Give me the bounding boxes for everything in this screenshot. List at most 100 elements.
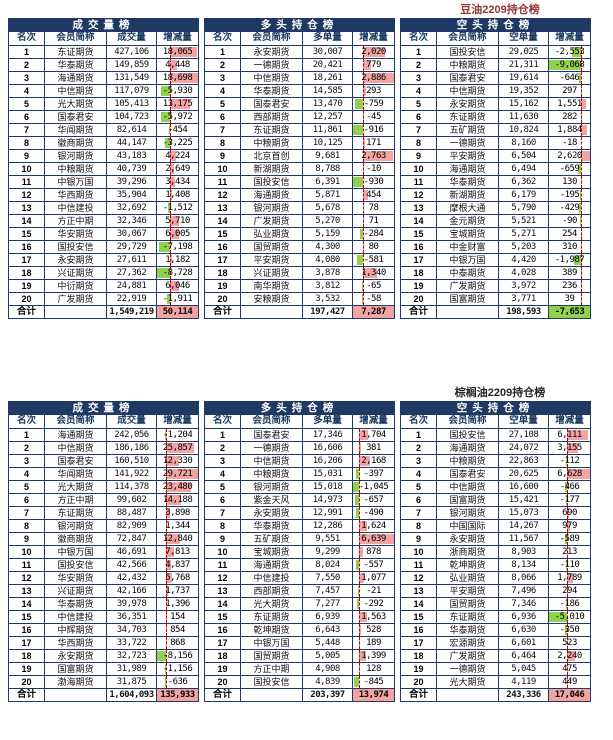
table-row: 12 中信建投 7,550 1,077 xyxy=(204,571,395,585)
member-name-cell: 国富期货 xyxy=(436,292,499,306)
change-value: 2,886 xyxy=(361,73,386,83)
change-cell: 154 xyxy=(156,610,199,624)
change-cell: 523 xyxy=(548,636,591,650)
change-value: 449 xyxy=(562,677,577,687)
table-group-soybean-oil: 豆油2209持仓榜 成交量榜 名次 会员简称 成交量 增减量 1 东证期货 427,106 18… xyxy=(8,4,598,319)
change-cell: 6,628 xyxy=(548,467,591,481)
member-name-cell: 中信期货 xyxy=(44,84,107,98)
databar xyxy=(362,268,378,278)
change-cell: 381 xyxy=(352,441,395,455)
databar xyxy=(167,294,171,304)
change-value: 878 xyxy=(366,547,381,557)
databar xyxy=(161,86,171,96)
databar xyxy=(358,443,361,453)
column-header: 名次 xyxy=(400,31,437,46)
table-row: 1 国泰君安 17,346 1,704 xyxy=(204,428,395,442)
databar-axis-line xyxy=(362,59,364,71)
member-name-cell: 广发期货 xyxy=(44,292,107,306)
change-value: 4,448 xyxy=(165,60,190,70)
table-row: 3 中粮期货 22,863 -112 xyxy=(400,454,591,468)
change-value: -186 xyxy=(559,599,580,609)
value-cell: 4,119 xyxy=(498,675,549,689)
databar-axis-line xyxy=(362,241,364,253)
databar-axis-line xyxy=(566,585,568,597)
member-name-cell: 中泰期货 xyxy=(436,266,499,280)
table-row: 18 广发期货 6,464 2,240 xyxy=(400,649,591,663)
member-name-cell: 东证期货 xyxy=(436,110,499,124)
change-cell: 979 xyxy=(548,519,591,533)
total-value-cell: 1,549,219 xyxy=(106,305,157,319)
member-name-cell: 南华期货 xyxy=(240,279,303,293)
change-value: -1,045 xyxy=(358,482,389,492)
table-row: 8 徽商期货 44,147 -3,225 xyxy=(8,136,199,150)
databar xyxy=(566,651,575,661)
change-value: -8,728 xyxy=(162,268,193,278)
change-cell: -557 xyxy=(352,558,395,572)
member-name-cell: 国泰君安 xyxy=(44,110,107,124)
change-value: 71 xyxy=(368,216,379,226)
value-cell: 6,179 xyxy=(498,188,549,202)
column-header: 会员简称 xyxy=(240,31,303,46)
databar-axis-line xyxy=(170,111,172,123)
change-value: -657 xyxy=(363,495,384,505)
member-name-cell: 永安期货 xyxy=(44,649,107,663)
value-cell: 5,045 xyxy=(498,662,549,676)
table-row: 9 北京首创 9,681 2,763 xyxy=(204,149,395,163)
rank-cell: 2 xyxy=(400,58,437,72)
member-name-cell: 华闻期货 xyxy=(44,467,107,481)
change-cell: 23,480 xyxy=(156,480,199,494)
databar-axis-line xyxy=(165,572,167,584)
databar-axis-line xyxy=(362,111,364,123)
member-name-cell: 光大期货 xyxy=(240,597,303,611)
change-value: 171 xyxy=(366,138,381,148)
change-value: -930 xyxy=(363,177,384,187)
change-value: -3,225 xyxy=(162,138,193,148)
member-name-cell: 海通期货 xyxy=(240,188,303,202)
table-row: 3 国泰君安 160,510 12,330 xyxy=(8,454,199,468)
table-row: 1 国投安信 27,108 6,111 xyxy=(400,428,591,442)
change-cell: -5,010 xyxy=(548,610,591,624)
member-name-cell: 宝城期货 xyxy=(240,545,303,559)
rank-cell: 12 xyxy=(204,188,241,202)
value-cell: 99,602 xyxy=(106,493,157,507)
rank-cell: 9 xyxy=(204,149,241,163)
change-value: -195 xyxy=(559,190,580,200)
databar-axis-line xyxy=(362,215,364,227)
value-cell: 16,606 xyxy=(302,441,353,455)
change-cell: 1,344 xyxy=(156,519,199,533)
databar-axis-line xyxy=(580,228,582,240)
value-cell: 141,922 xyxy=(106,467,157,481)
databar xyxy=(580,99,587,109)
change-value: 979 xyxy=(562,521,577,531)
change-cell: 1,396 xyxy=(156,597,199,611)
databar xyxy=(165,677,166,687)
change-value: 293 xyxy=(366,86,381,96)
value-cell: 22,863 xyxy=(498,454,549,468)
value-cell: 6,601 xyxy=(498,636,549,650)
change-cell: -1,911 xyxy=(156,292,199,306)
rank-cell: 15 xyxy=(8,610,45,624)
change-cell: 6,046 xyxy=(156,279,199,293)
member-name-cell: 华安期货 xyxy=(44,571,107,585)
member-name-cell: 平安期货 xyxy=(436,584,499,598)
change-cell: -1,987 xyxy=(548,253,591,267)
value-cell: 7,550 xyxy=(302,571,353,585)
rank-cell: 12 xyxy=(204,571,241,585)
change-value: 1,182 xyxy=(165,255,190,265)
column-header: 增减量 xyxy=(156,414,199,429)
databar xyxy=(358,521,368,531)
databar-axis-line xyxy=(566,468,568,480)
member-name-cell: 中信期货 xyxy=(240,454,303,468)
rank-cell: 15 xyxy=(8,227,45,241)
table-row: 8 中粮期货 10,125 171 xyxy=(204,136,395,150)
column-header: 成交量 xyxy=(106,414,157,429)
empty-cell xyxy=(240,688,303,702)
total-change-value: 50,114 xyxy=(162,307,193,317)
change-value: -397 xyxy=(363,469,384,479)
table-row: 13 西部期货 7,457 -21 xyxy=(204,584,395,598)
table-row: 12 华西期货 35,904 1,408 xyxy=(8,188,199,202)
databar-axis-line xyxy=(362,254,364,266)
rank-cell: 3 xyxy=(8,71,45,85)
databar-axis-line xyxy=(358,572,360,584)
databar-axis-line xyxy=(566,598,568,610)
